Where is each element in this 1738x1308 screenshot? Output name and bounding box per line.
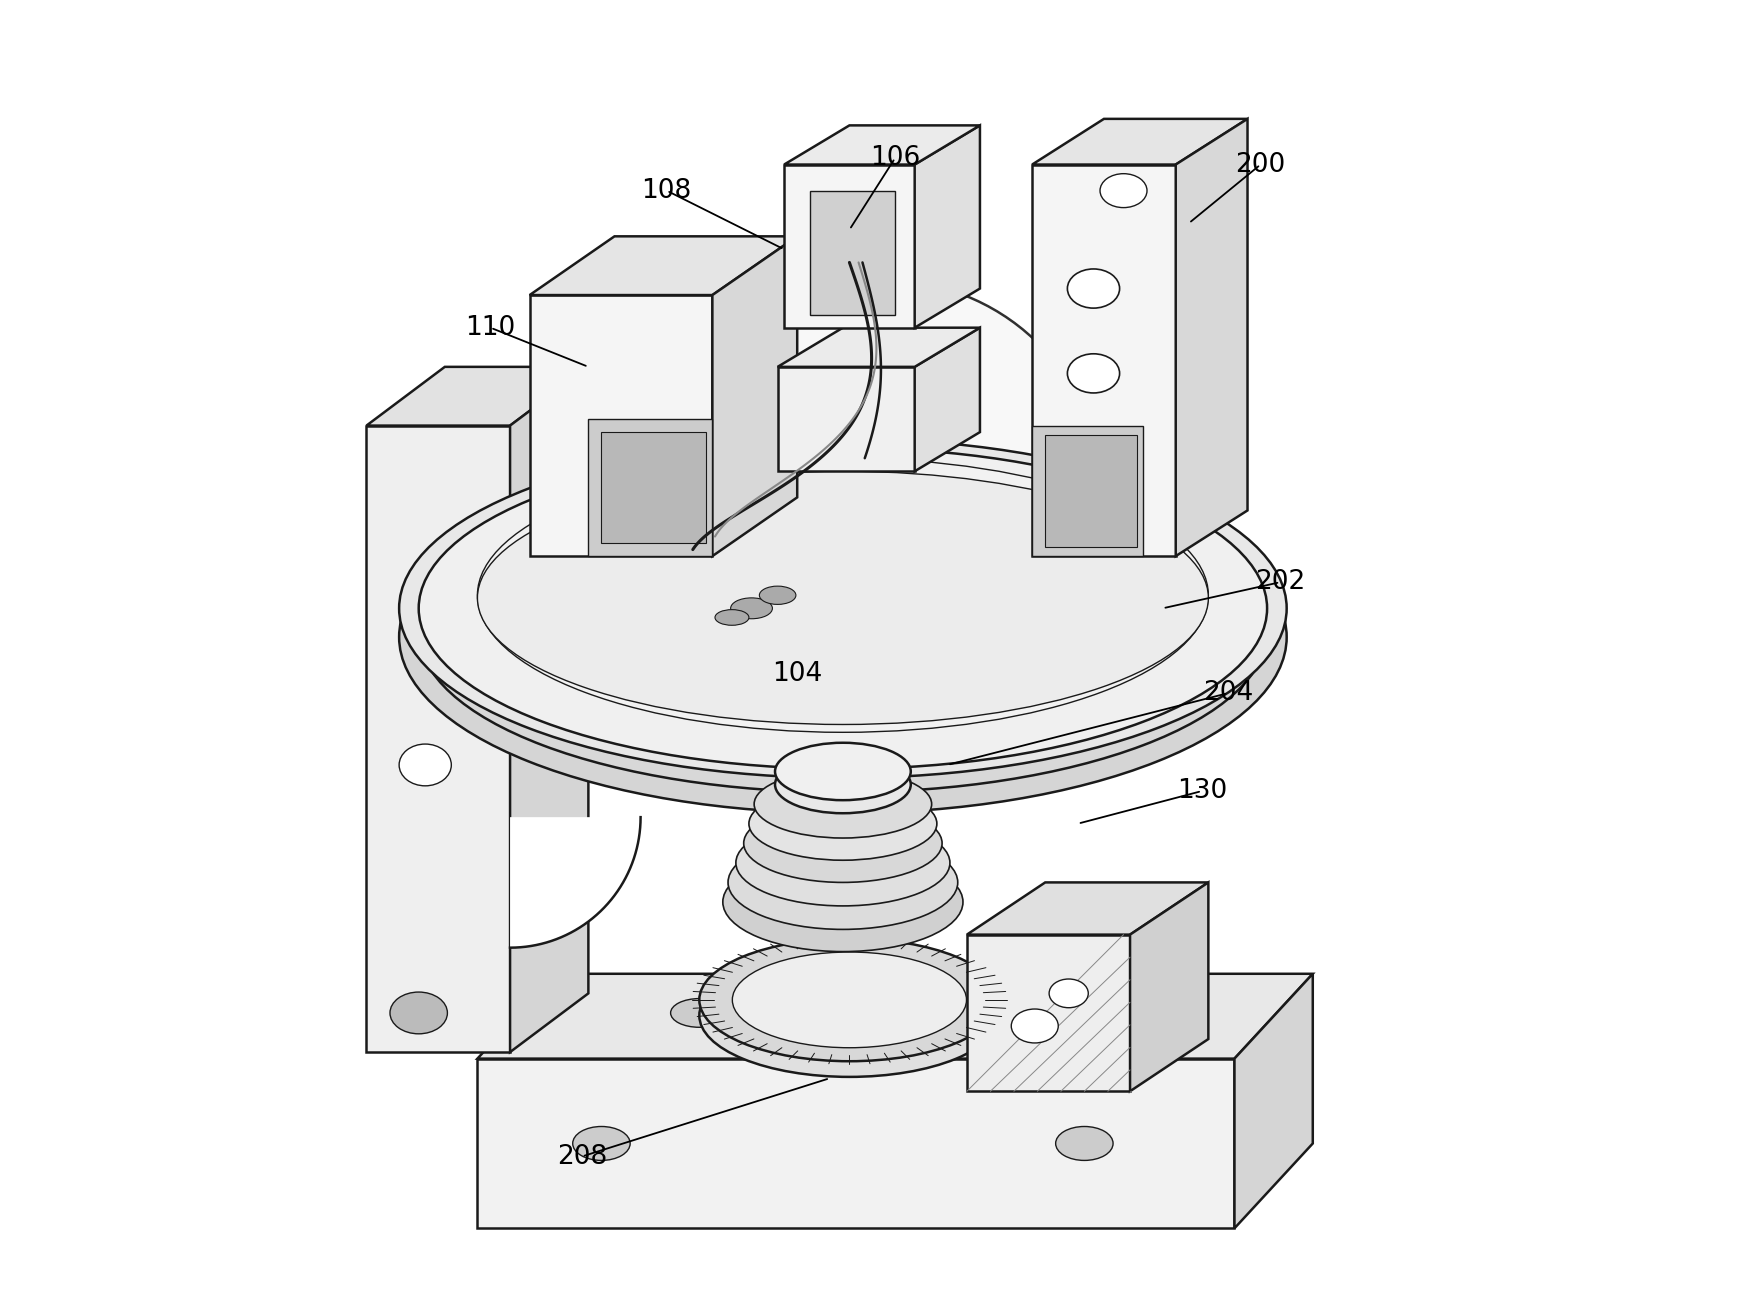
Polygon shape — [478, 973, 1312, 1058]
Polygon shape — [367, 425, 509, 1052]
Polygon shape — [1045, 434, 1137, 547]
Text: 110: 110 — [466, 315, 516, 340]
Polygon shape — [914, 126, 980, 328]
Polygon shape — [966, 935, 1130, 1091]
Text: 104: 104 — [772, 661, 822, 687]
Ellipse shape — [574, 1126, 631, 1160]
Polygon shape — [784, 126, 980, 165]
Ellipse shape — [732, 952, 966, 1048]
Polygon shape — [601, 432, 706, 543]
Polygon shape — [367, 366, 589, 425]
Polygon shape — [1130, 883, 1208, 1091]
Ellipse shape — [671, 998, 728, 1027]
Polygon shape — [1032, 165, 1175, 556]
Ellipse shape — [699, 955, 999, 1076]
Polygon shape — [589, 419, 713, 556]
Polygon shape — [1175, 119, 1248, 556]
Ellipse shape — [714, 610, 749, 625]
Polygon shape — [914, 328, 980, 471]
Ellipse shape — [1100, 174, 1147, 208]
Ellipse shape — [754, 770, 932, 838]
Ellipse shape — [699, 939, 999, 1061]
Ellipse shape — [400, 744, 452, 786]
Ellipse shape — [478, 458, 1208, 732]
Ellipse shape — [478, 471, 1208, 725]
Ellipse shape — [760, 586, 796, 604]
Polygon shape — [812, 772, 874, 1058]
Ellipse shape — [744, 804, 942, 883]
Ellipse shape — [400, 460, 1286, 814]
Ellipse shape — [1067, 353, 1119, 392]
Polygon shape — [810, 191, 895, 315]
Ellipse shape — [775, 743, 911, 800]
Text: 208: 208 — [556, 1143, 607, 1169]
Ellipse shape — [1067, 269, 1119, 309]
Polygon shape — [1234, 973, 1312, 1228]
Polygon shape — [509, 366, 589, 1052]
Ellipse shape — [1012, 1008, 1058, 1042]
Polygon shape — [713, 237, 798, 556]
Ellipse shape — [400, 438, 1286, 778]
Ellipse shape — [730, 598, 772, 619]
Text: 108: 108 — [641, 178, 692, 204]
Ellipse shape — [419, 471, 1267, 793]
Text: 202: 202 — [1255, 569, 1305, 595]
Ellipse shape — [723, 853, 963, 952]
Polygon shape — [777, 366, 914, 471]
Ellipse shape — [1055, 1126, 1112, 1160]
Polygon shape — [777, 328, 980, 366]
Polygon shape — [509, 818, 641, 948]
Polygon shape — [478, 1058, 1234, 1228]
Ellipse shape — [749, 787, 937, 861]
Ellipse shape — [1050, 978, 1088, 1007]
Polygon shape — [784, 165, 914, 328]
Ellipse shape — [775, 756, 911, 814]
Ellipse shape — [389, 991, 447, 1033]
Text: 204: 204 — [1203, 680, 1253, 706]
Polygon shape — [530, 296, 713, 556]
Ellipse shape — [667, 280, 1097, 689]
Polygon shape — [1032, 425, 1144, 556]
Ellipse shape — [728, 836, 958, 930]
Text: 200: 200 — [1236, 152, 1286, 178]
Polygon shape — [530, 237, 798, 296]
Ellipse shape — [419, 447, 1267, 769]
Polygon shape — [1032, 119, 1248, 165]
Ellipse shape — [735, 820, 951, 906]
Polygon shape — [966, 883, 1208, 935]
Text: 106: 106 — [871, 145, 919, 171]
Text: 130: 130 — [1177, 778, 1227, 804]
